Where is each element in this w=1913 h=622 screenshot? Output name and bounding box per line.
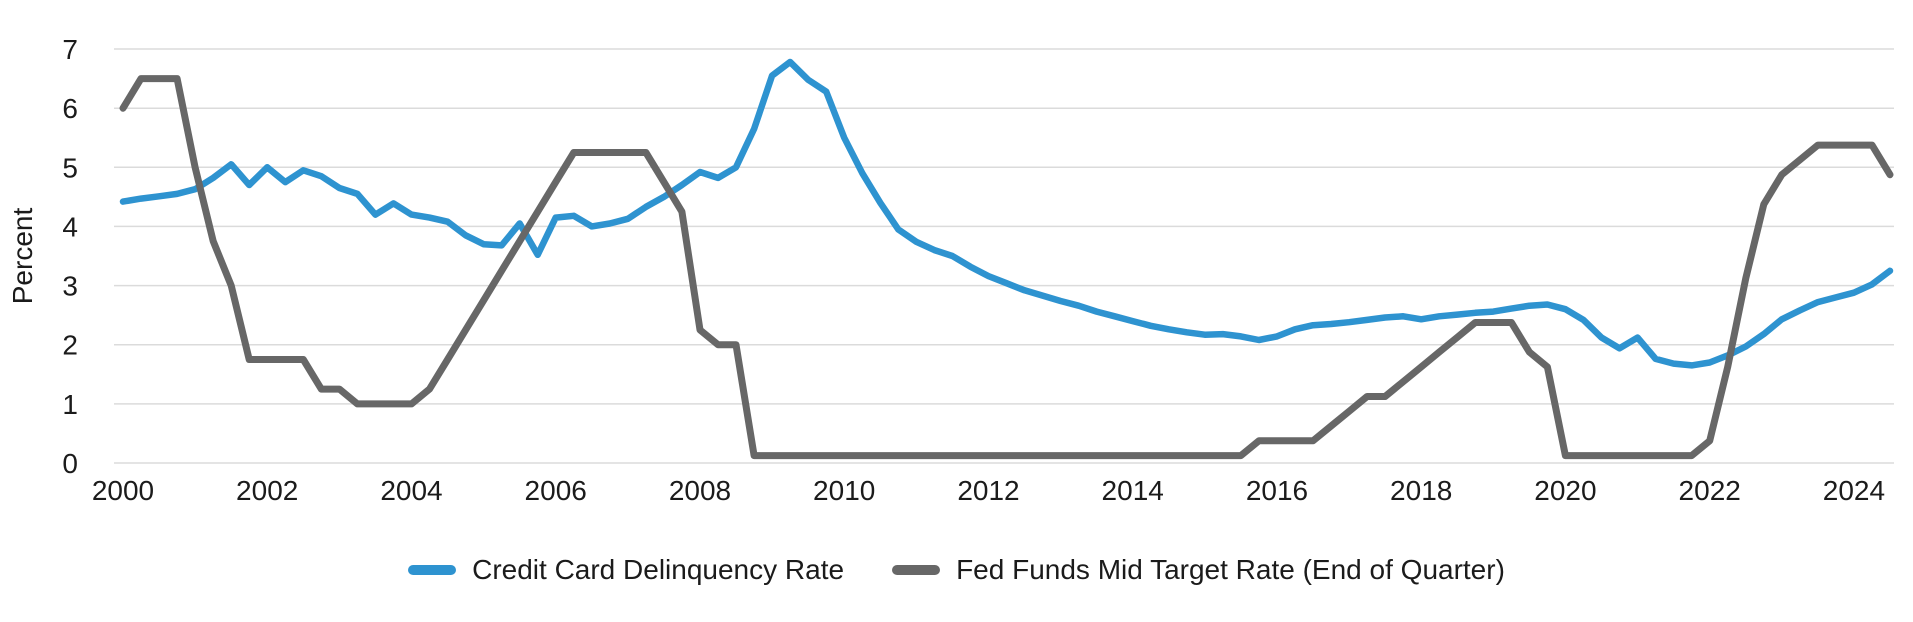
x-tick-label: 2000 (92, 475, 154, 506)
delinquency-line (119, 58, 1894, 369)
y-tick-label: 4 (62, 211, 78, 242)
delinquency-line-swatch-icon (408, 565, 457, 575)
legend-label-fed-funds: Fed Funds Mid Target Rate (End of Quarte… (956, 554, 1505, 585)
y-tick-label: 5 (62, 152, 78, 183)
y-tick-label: 6 (62, 93, 78, 124)
x-tick-label: 2022 (1679, 475, 1741, 506)
fed-funds-line (119, 75, 1894, 460)
y-tick-label: 3 (62, 271, 78, 302)
x-tick-label: 2016 (1246, 475, 1308, 506)
x-tick-label: 2008 (669, 475, 731, 506)
fed-funds-line-swatch-icon (892, 565, 941, 575)
x-tick-label: 2020 (1534, 475, 1596, 506)
x-tick-label: 2004 (380, 475, 442, 506)
line-chart-canvas: 0 1 2 3 4 5 6 7 Percent 2000 2002 2004 2006 2008 2010 2… (7, 34, 1894, 506)
legend-item-fed-funds: Fed Funds Mid Target Rate (End of Quarte… (892, 554, 1505, 586)
y-axis-title: Percent (7, 208, 38, 305)
y-tick-label: 2 (62, 330, 78, 361)
x-tick-label: 2012 (957, 475, 1019, 506)
x-tick-label: 2006 (525, 475, 587, 506)
y-tick-label: 1 (62, 389, 78, 420)
legend-label-credit-card-delinquency: Credit Card Delinquency Rate (472, 554, 845, 585)
x-tick-label: 2014 (1102, 475, 1164, 506)
x-tick-label: 2018 (1390, 475, 1452, 506)
y-tick-label: 7 (62, 34, 78, 65)
x-tick-label: 2024 (1823, 475, 1885, 506)
x-tick-label: 2002 (236, 475, 298, 506)
y-tick-label: 0 (62, 448, 78, 479)
legend-item-credit-card-delinquency: Credit Card Delinquency Rate (408, 554, 844, 586)
x-tick-label: 2010 (813, 475, 875, 506)
chart-legend: Credit Card Delinquency Rate Fed Funds M… (0, 530, 1913, 610)
